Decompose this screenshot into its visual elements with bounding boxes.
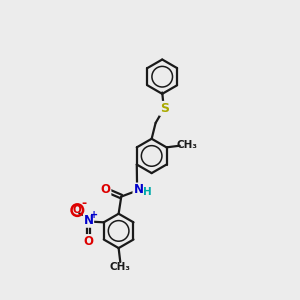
Text: +: + <box>90 210 98 220</box>
Text: N: N <box>84 214 94 227</box>
Text: -: - <box>81 197 86 210</box>
Text: O: O <box>73 205 82 215</box>
Text: CH₃: CH₃ <box>110 262 131 272</box>
Text: CH₃: CH₃ <box>176 140 197 150</box>
Text: O: O <box>100 183 110 196</box>
Text: O: O <box>84 235 94 248</box>
Text: S: S <box>160 102 169 115</box>
Text: H: H <box>143 187 152 197</box>
Text: N: N <box>134 184 143 196</box>
